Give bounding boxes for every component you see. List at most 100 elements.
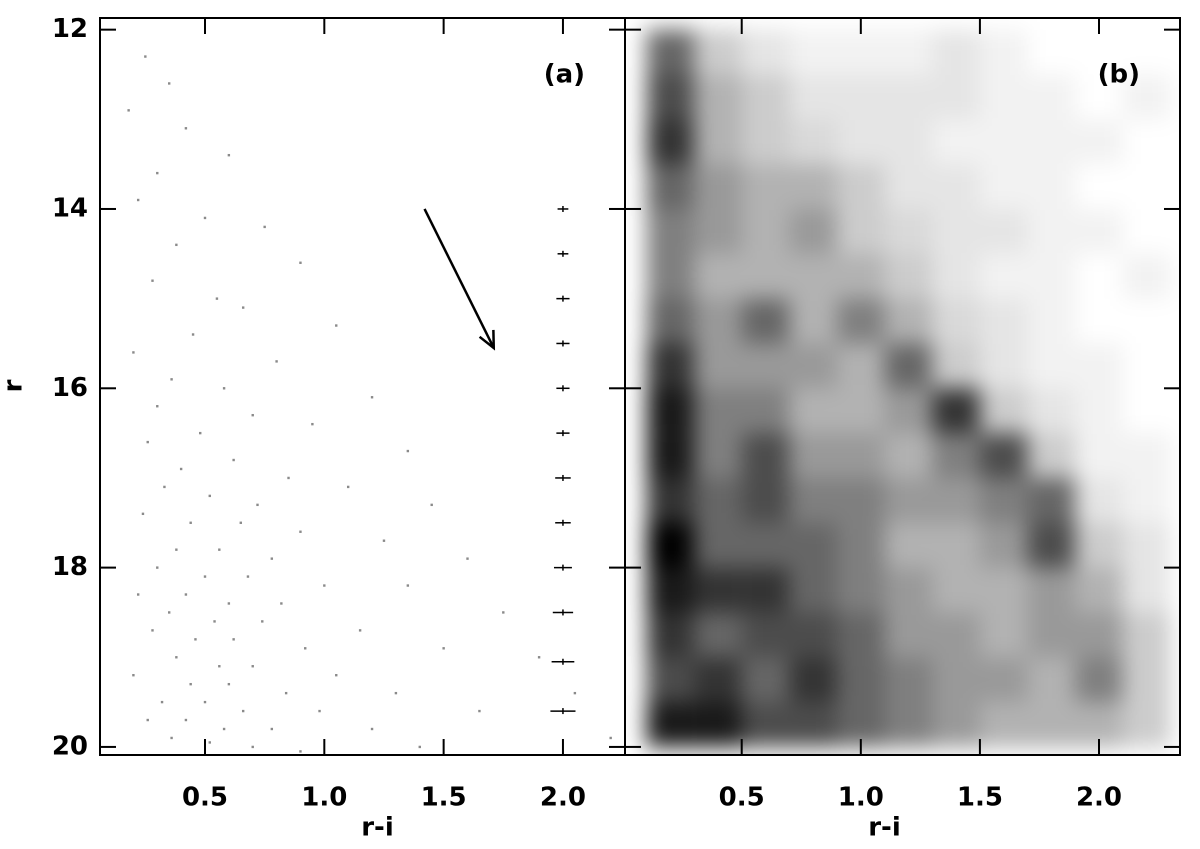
density-cell (789, 119, 837, 165)
density-cell (789, 477, 837, 523)
density-cell (1122, 433, 1171, 478)
density-cell (836, 74, 885, 120)
density-cell (789, 208, 837, 254)
density-cell (789, 164, 837, 209)
x-tick-label: 1.0 (301, 783, 347, 813)
point (241, 306, 245, 309)
density-cell (1027, 164, 1076, 209)
density-cell (741, 567, 790, 613)
density-cell (694, 208, 742, 254)
density-cell (789, 29, 837, 75)
density-cell (1027, 567, 1076, 613)
density-cell (932, 567, 980, 613)
point (232, 458, 235, 462)
density-cell (1075, 343, 1123, 389)
density-cell (1027, 702, 1076, 747)
density-cell (741, 388, 790, 434)
y-tick-label: 20 (52, 731, 88, 761)
density-cell (646, 388, 695, 434)
density-cell (1075, 567, 1123, 613)
point (184, 127, 188, 130)
density-cell (741, 702, 790, 747)
density-cell (646, 612, 695, 658)
point (299, 530, 302, 533)
density-cell (932, 477, 980, 523)
point (227, 153, 231, 157)
density-cell (979, 29, 1028, 75)
point (156, 405, 159, 408)
density-cell (836, 164, 885, 209)
density-cell (694, 253, 742, 299)
density-cell (1027, 388, 1076, 434)
density-cell (836, 29, 885, 75)
density-cell (1028, 30, 1076, 75)
point (208, 494, 211, 498)
density-map (646, 29, 1171, 747)
density-cell (646, 164, 695, 209)
density-cell (979, 567, 1028, 613)
density-cell (884, 74, 933, 120)
point (141, 512, 145, 516)
density-cell (884, 119, 933, 165)
point (609, 736, 612, 740)
density-cell (884, 433, 933, 478)
density-cell (1075, 522, 1123, 568)
density-cell (884, 164, 933, 209)
density-cell (1122, 612, 1171, 658)
point (215, 297, 219, 300)
point (222, 727, 226, 731)
x-tick-label: 0.5 (182, 783, 228, 813)
density-cell (646, 522, 695, 568)
density-cell (694, 657, 742, 703)
density-cell (932, 433, 980, 478)
point (382, 539, 386, 542)
point (335, 674, 338, 677)
density-cell (741, 477, 790, 523)
density-cell (741, 657, 790, 703)
density-cell (1027, 208, 1076, 254)
point (251, 745, 254, 749)
density-cell (646, 702, 695, 747)
density-cell (741, 208, 790, 254)
density-cell (646, 119, 695, 165)
density-cell (789, 567, 837, 613)
point (284, 691, 288, 695)
reddening-arrow (423, 208, 495, 349)
density-cell (694, 612, 742, 658)
density-cell (1075, 299, 1123, 344)
density-cell (1027, 253, 1076, 299)
x-tick-label: 1.0 (838, 783, 884, 813)
density-cell (836, 657, 885, 703)
density-cell (741, 522, 790, 568)
density-cell (932, 343, 980, 389)
point (184, 593, 188, 596)
point (151, 629, 154, 632)
point (189, 682, 192, 686)
density-cell (1123, 388, 1171, 433)
density-cell (1075, 164, 1123, 209)
point (168, 82, 171, 85)
density-cell (1075, 254, 1123, 299)
density-cell (1027, 657, 1076, 703)
density-cell (836, 477, 885, 523)
density-cell (979, 477, 1028, 523)
density-cell (1075, 612, 1123, 658)
point (203, 216, 207, 220)
density-cell (694, 29, 742, 75)
density-cell (1027, 119, 1076, 165)
density-cell (979, 164, 1028, 209)
x-tick-label: 1.5 (957, 783, 1003, 813)
panel (127, 55, 612, 753)
density-cell (789, 657, 837, 703)
point (261, 620, 264, 623)
density-cell (789, 433, 837, 478)
density-cell (932, 253, 980, 299)
density-cell (836, 433, 885, 478)
density-cell (694, 343, 742, 389)
density-cell (694, 164, 742, 209)
density-cell (932, 298, 980, 344)
density-cell (836, 253, 885, 299)
density-cell (884, 253, 933, 299)
density-cell (979, 702, 1028, 747)
